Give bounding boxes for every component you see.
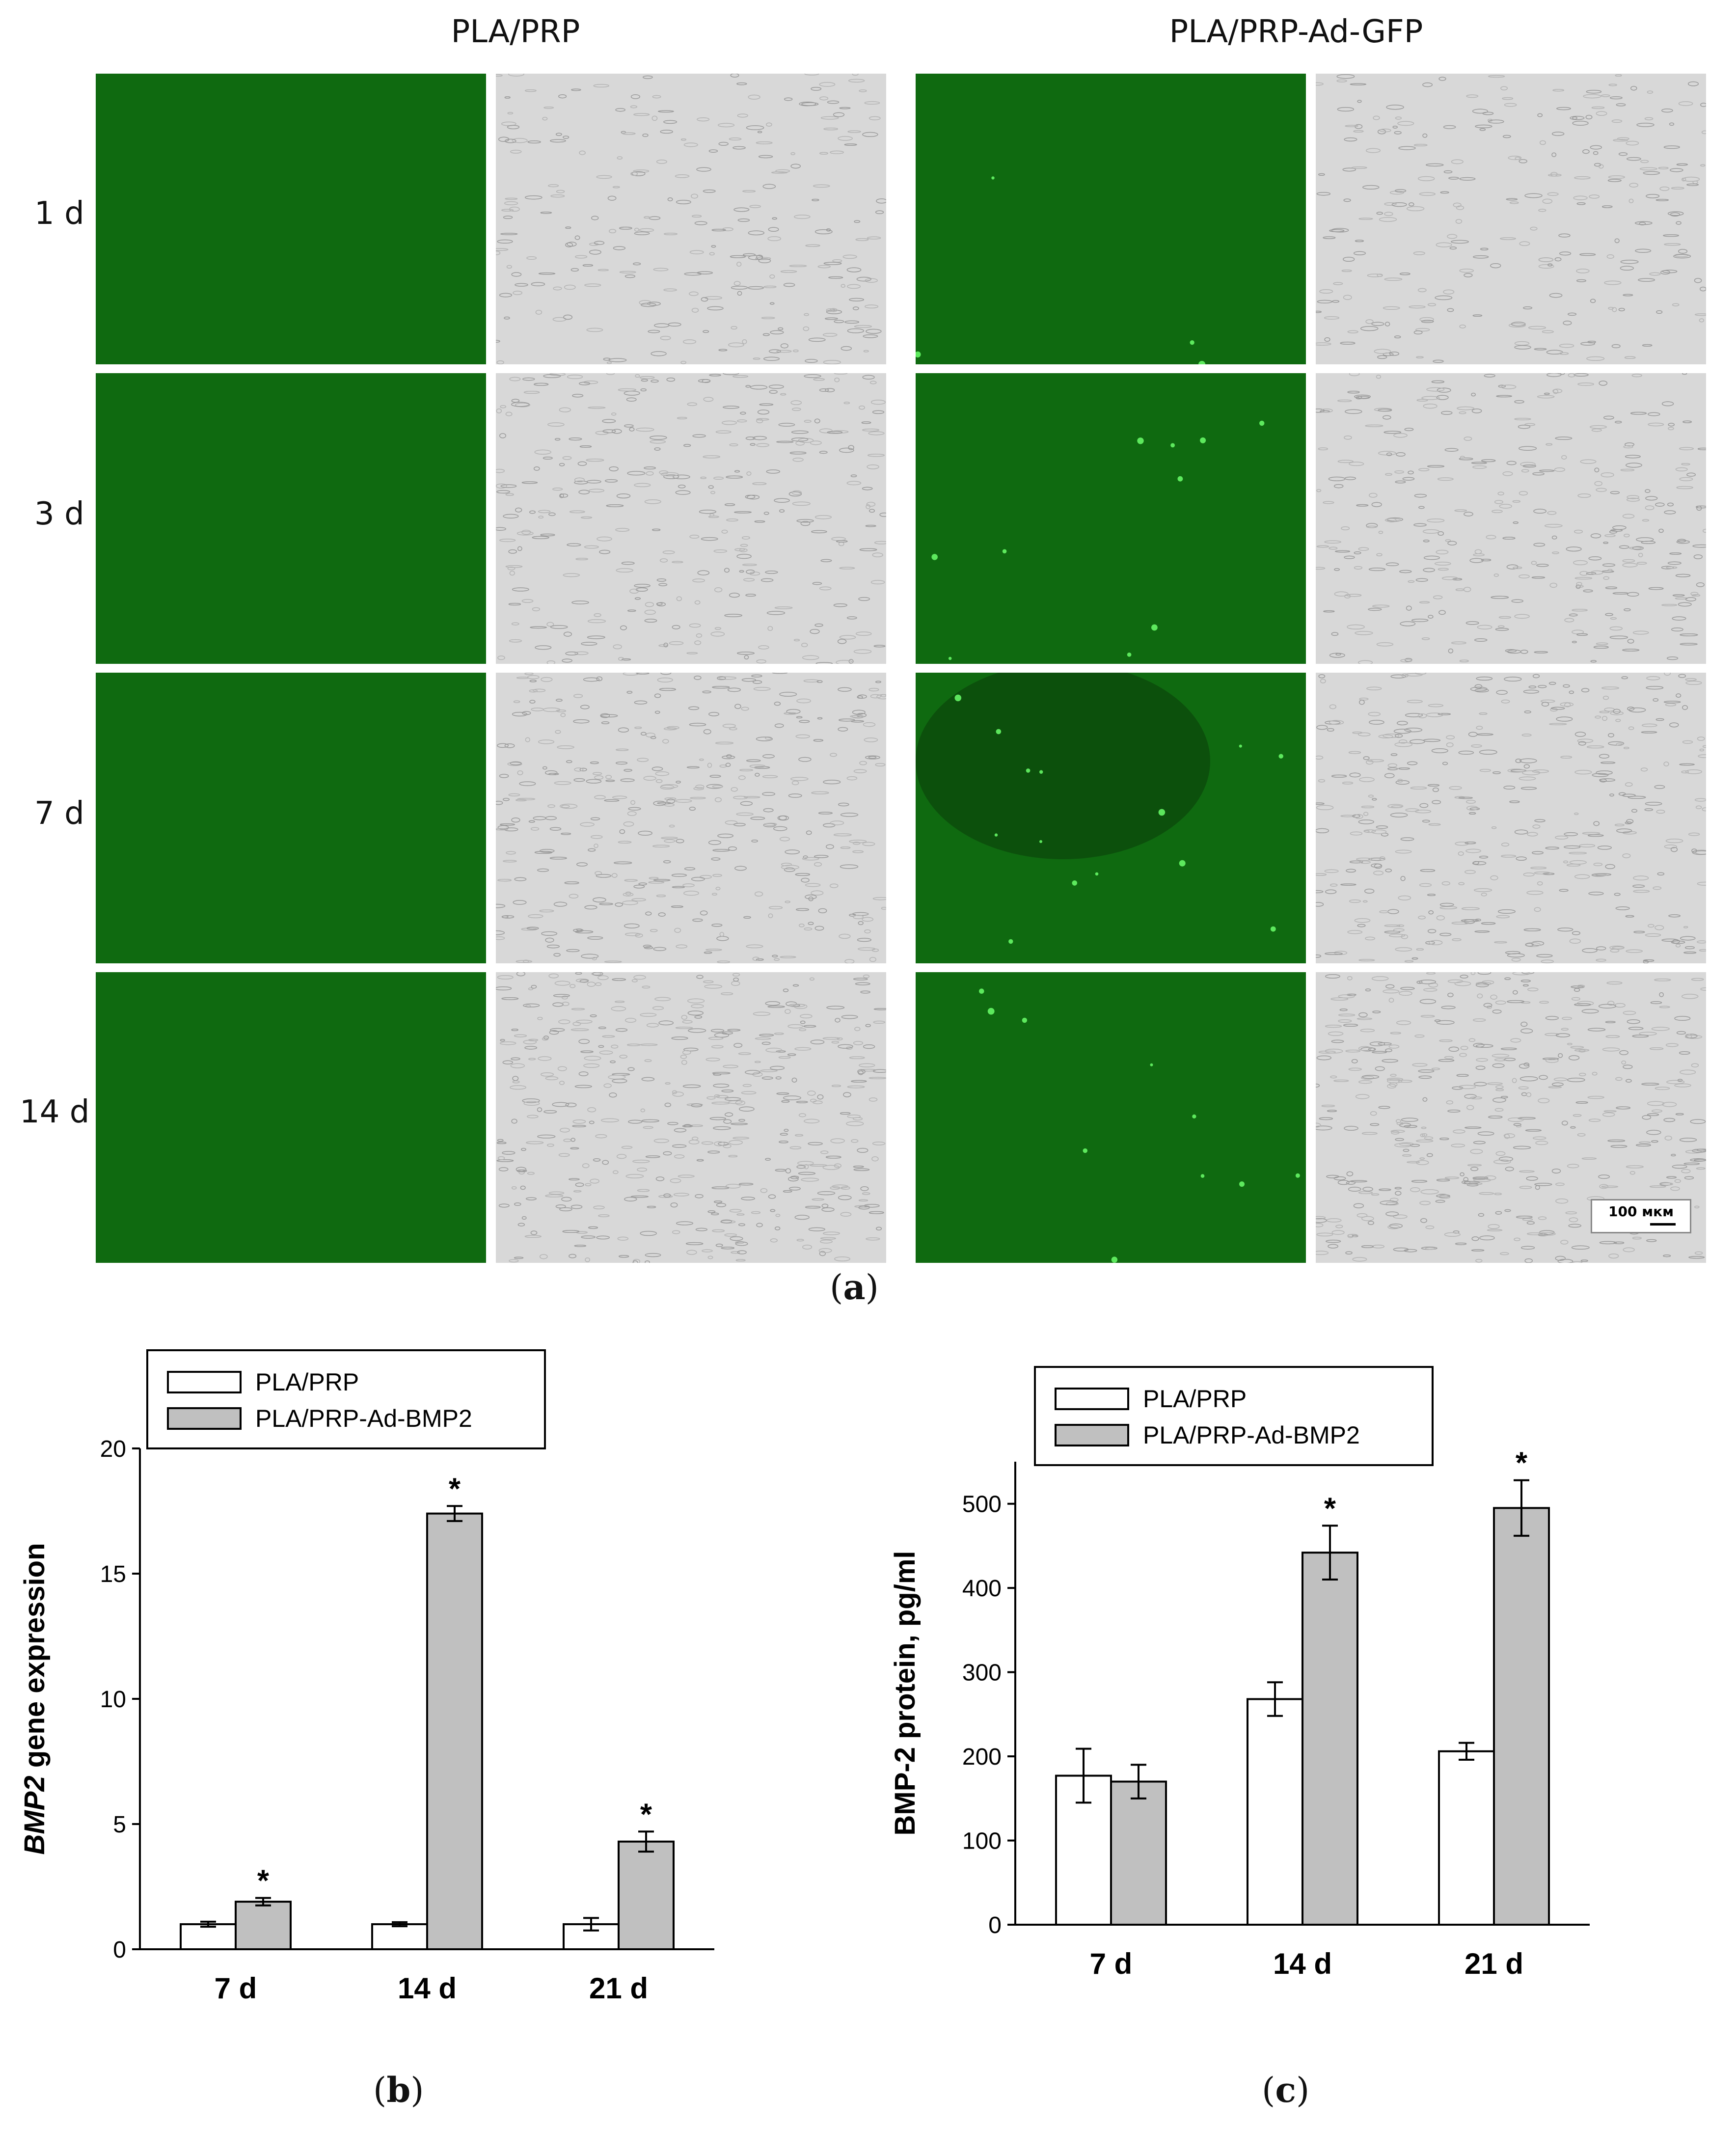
micrograph-texture bbox=[96, 673, 486, 963]
y-tick-label: 10 bbox=[100, 1687, 126, 1713]
x-category-label: 21 d bbox=[1465, 1947, 1523, 1980]
micrograph-pla-prp-ad-gfp-brightfield-7d bbox=[1316, 673, 1706, 963]
micrograph-pla-prp-ad-gfp-fluorescence-3d bbox=[916, 373, 1306, 664]
y-tick-label: 200 bbox=[962, 1744, 1002, 1770]
micrograph-texture bbox=[496, 74, 886, 364]
y-tick-label: 300 bbox=[962, 1660, 1002, 1686]
x-category-label: 7 d bbox=[1090, 1947, 1133, 1980]
legend-label-pla-prp-ad-bmp2: PLA/PRP-Ad-BMP2 bbox=[1143, 1421, 1360, 1449]
chart-bmp2-gene-expression: 0 5 10 15 20 BMP2 gene expression 7 d 14 d 21 d *… bbox=[19, 1349, 714, 2005]
x-category-label: 21 d bbox=[589, 1972, 648, 2005]
micrograph-texture bbox=[496, 373, 886, 664]
bar-pla-prp bbox=[1438, 1750, 1495, 1926]
row-label-7d: 7 d bbox=[34, 795, 84, 832]
micrograph-texture bbox=[96, 373, 486, 664]
panel-label-a: (a) bbox=[830, 1267, 879, 1308]
micrograph-pla-prp-brightfield-14d bbox=[496, 972, 886, 1263]
row-label-3d: 3 d bbox=[34, 496, 84, 532]
y-tick-label: 15 bbox=[100, 1561, 126, 1587]
micrograph-texture bbox=[496, 673, 886, 963]
y-axis-label: BMP2 gene expression bbox=[19, 1543, 51, 1854]
y-axis-label-italic: BMP2 bbox=[19, 1775, 51, 1854]
bar-pla-prp-ad-bmp2 bbox=[618, 1840, 675, 1950]
y-tick-label: 20 bbox=[100, 1436, 126, 1462]
y-tick-label: 500 bbox=[962, 1492, 1002, 1518]
scale-bar: 100 мкм bbox=[1591, 1199, 1691, 1233]
micrograph-texture bbox=[1316, 373, 1706, 664]
micrograph-pla-prp-fluorescence-3d bbox=[96, 373, 486, 664]
significance-asterisk: * bbox=[640, 1798, 652, 1831]
micrograph-pla-prp-brightfield-1d bbox=[496, 74, 886, 364]
column-title-pla-prp: PLA/PRP bbox=[451, 14, 580, 50]
x-category-label: 14 d bbox=[398, 1972, 457, 2005]
significance-asterisk: * bbox=[257, 1864, 270, 1898]
micrograph-texture bbox=[1316, 74, 1706, 363]
scale-bar-label: 100 мкм bbox=[1608, 1203, 1674, 1220]
row-label-14d: 14 d bbox=[20, 1094, 90, 1130]
micrograph-pla-prp-fluorescence-7d bbox=[96, 673, 486, 963]
micrograph-texture bbox=[96, 972, 486, 1263]
micrograph-texture bbox=[916, 176, 1206, 364]
significance-asterisk: * bbox=[1516, 1446, 1528, 1480]
significance-asterisk: * bbox=[449, 1472, 461, 1506]
micrograph-texture bbox=[916, 673, 1283, 944]
legend-label-pla-prp-ad-bmp2: PLA/PRP-Ad-BMP2 bbox=[255, 1405, 472, 1432]
legend-label-pla-prp: PLA/PRP bbox=[255, 1368, 359, 1396]
micrograph-pla-prp-ad-gfp-fluorescence-7d bbox=[916, 673, 1306, 963]
legend-swatch-pla-prp bbox=[1055, 1388, 1129, 1410]
micrograph-texture bbox=[931, 420, 1265, 660]
y-tick-label: 0 bbox=[988, 1912, 1002, 1938]
panel-label-b: (b) bbox=[373, 2070, 424, 2110]
micrograph-pla-prp-brightfield-3d bbox=[496, 373, 886, 664]
legend-box bbox=[1034, 1366, 1434, 1466]
y-tick-label: 5 bbox=[113, 1812, 126, 1838]
legend-swatch-pla-prp-ad-bmp2 bbox=[1055, 1424, 1129, 1446]
column-title-pla-prp-ad-gfp: PLA/PRP-Ad-GFP bbox=[1169, 14, 1423, 50]
micrograph-texture bbox=[496, 972, 886, 1263]
bar-pla-prp-ad-bmp2 bbox=[1110, 1780, 1167, 1926]
y-tick-label: 400 bbox=[962, 1576, 1002, 1602]
x-category-label: 14 d bbox=[1273, 1947, 1332, 1980]
y-axis-label: BMP-2 protein, pg/ml bbox=[889, 1551, 921, 1836]
bar-pla-prp bbox=[180, 1923, 237, 1950]
legend-swatch-pla-prp bbox=[167, 1371, 242, 1393]
legend-swatch-pla-prp-ad-bmp2 bbox=[167, 1407, 242, 1430]
row-label-1d: 1 d bbox=[34, 195, 84, 232]
legend-box bbox=[146, 1349, 546, 1449]
micrograph-pla-prp-fluorescence-14d bbox=[96, 972, 486, 1263]
micrograph-texture bbox=[96, 74, 486, 364]
chart-bmp2-protein: 0 100 200 300 400 500 BMP-2 protein, pg/ml 7 d 1… bbox=[889, 1366, 1590, 1980]
bar-pla-prp-ad-bmp2 bbox=[1493, 1507, 1550, 1926]
micrograph-pla-prp-fluorescence-1d bbox=[96, 74, 486, 364]
bar-pla-prp-ad-bmp2 bbox=[426, 1512, 483, 1951]
micrograph-texture bbox=[1316, 972, 1706, 1263]
scale-bar-line bbox=[1650, 1223, 1676, 1226]
legend-label-pla-prp: PLA/PRP bbox=[1143, 1385, 1247, 1413]
significance-asterisk: * bbox=[1324, 1492, 1336, 1526]
bar-pla-prp bbox=[371, 1923, 428, 1950]
x-category-label: 7 d bbox=[215, 1972, 257, 2005]
micrograph-pla-prp-brightfield-7d bbox=[496, 673, 886, 963]
micrograph-pla-prp-ad-gfp-fluorescence-1d bbox=[916, 74, 1306, 364]
bar-pla-prp-ad-bmp2 bbox=[1302, 1552, 1358, 1926]
bar-pla-prp-ad-bmp2 bbox=[235, 1901, 292, 1950]
micrograph-pla-prp-ad-gfp-brightfield-1d bbox=[1316, 74, 1706, 364]
micrograph-pla-prp-ad-gfp-fluorescence-14d bbox=[916, 972, 1306, 1263]
panel-label-c: (c) bbox=[1262, 2070, 1310, 2110]
micrograph-pla-prp-ad-gfp-brightfield-3d bbox=[1316, 373, 1706, 664]
micrograph-texture bbox=[1316, 673, 1706, 963]
bar-pla-prp bbox=[1247, 1698, 1303, 1926]
y-tick-label: 0 bbox=[113, 1937, 126, 1963]
y-tick-label: 100 bbox=[962, 1828, 1002, 1854]
micrograph-texture bbox=[979, 988, 1300, 1263]
y-axis-label-rest: gene expression bbox=[19, 1543, 51, 1775]
